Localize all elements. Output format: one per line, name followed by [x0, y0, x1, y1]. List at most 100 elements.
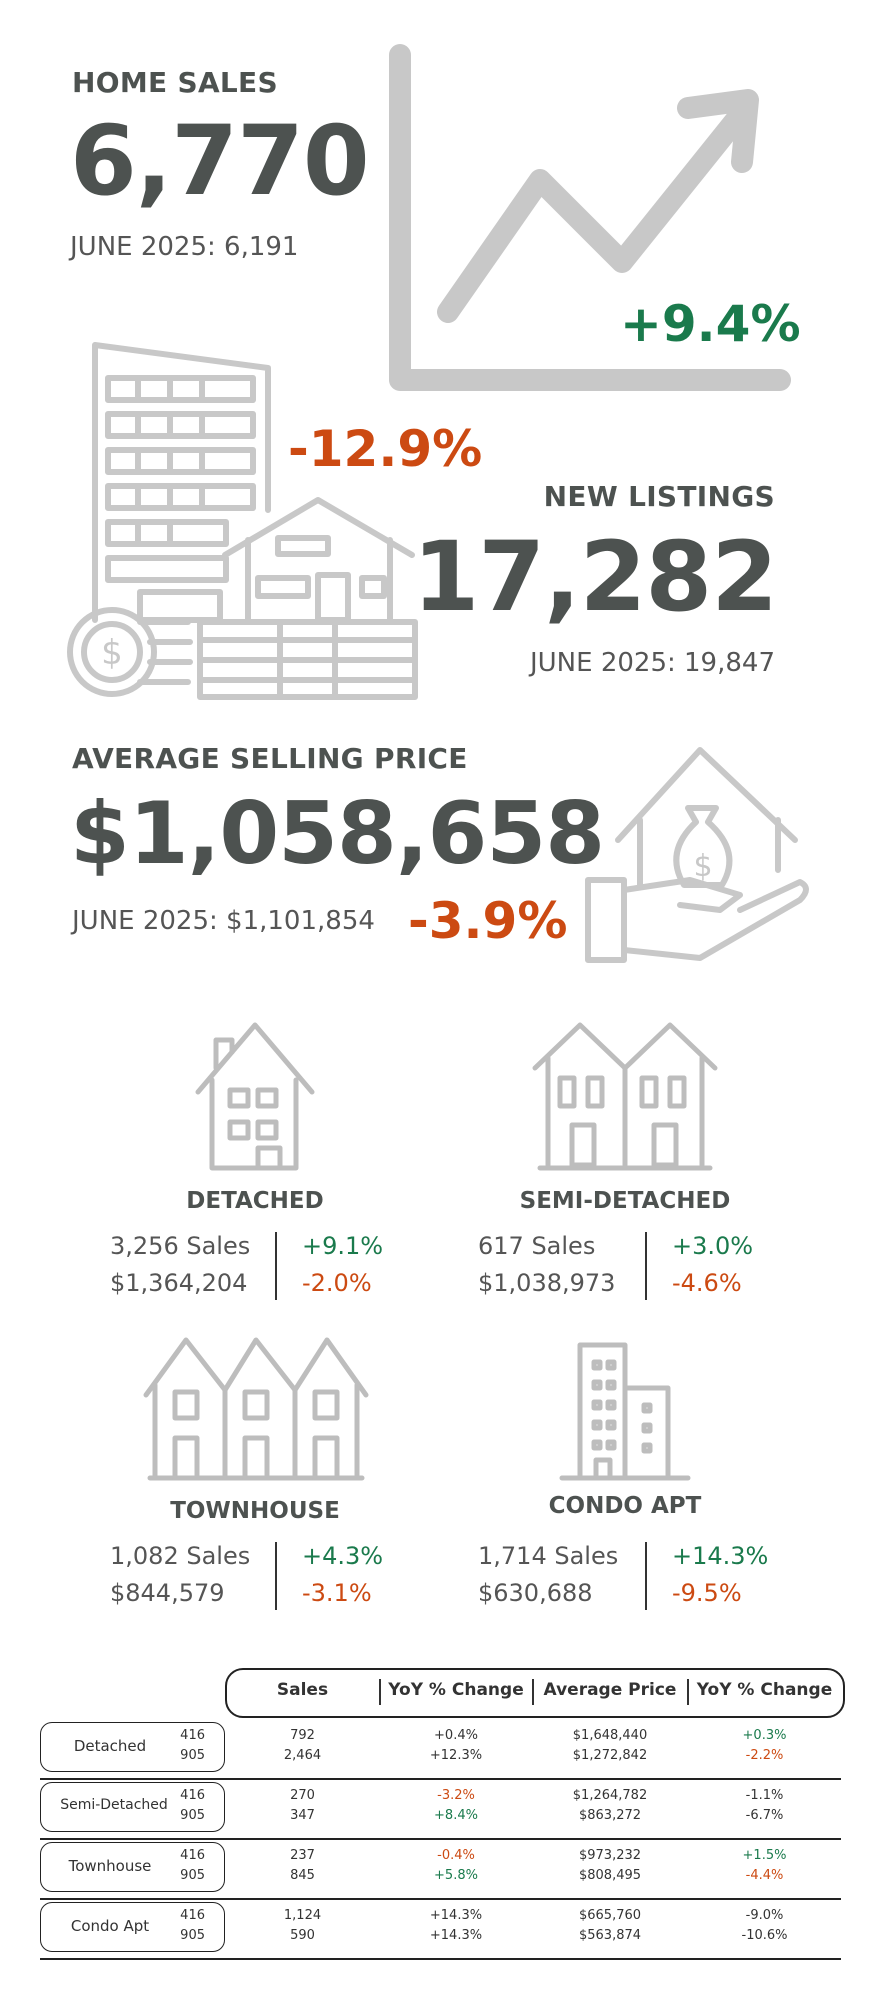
cell-value: -2.2%	[745, 1748, 784, 1763]
cell-avg-price: $1,648,440 $1,272,842	[533, 1726, 687, 1766]
row-type-semi-detached: Semi-Detached	[60, 1797, 168, 1813]
cell-sales-yoy: +0.4% +12.3%	[380, 1726, 532, 1766]
cell-value: +0.4%	[434, 1728, 478, 1743]
home-sales-previous: JUNE 2025: 6,191	[70, 232, 299, 262]
th-separator	[687, 1679, 689, 1705]
cell-value: -1.1%	[745, 1788, 784, 1803]
semi-detached-house-icon	[532, 1022, 718, 1171]
semi-detached-divider	[645, 1232, 647, 1300]
row-divider	[40, 1778, 841, 1780]
condo-price-change: -9.5%	[672, 1579, 742, 1607]
type-name-semi-detached: SEMI-DETACHED	[519, 1188, 731, 1214]
cell-value: $1,648,440	[572, 1728, 648, 1743]
row-codes: 416 905	[175, 1786, 205, 1826]
cell-sales-yoy: +14.3% +14.3%	[380, 1906, 532, 1946]
cell-value: 237	[290, 1848, 315, 1863]
cell-sales-yoy: -0.4% +5.8%	[380, 1846, 532, 1886]
detached-sales-change: +9.1%	[302, 1232, 384, 1260]
cell-value: +12.3%	[429, 1748, 483, 1763]
cell-value: -0.4%	[437, 1848, 475, 1863]
code-905: 905	[180, 1808, 205, 1823]
avg-price-previous: JUNE 2025: $1,101,854	[72, 906, 375, 936]
type-name-detached: DETACHED	[186, 1188, 324, 1214]
cell-price-yoy: -1.1% -6.7%	[688, 1786, 841, 1826]
code-905: 905	[180, 1928, 205, 1943]
condo-divider	[645, 1542, 647, 1610]
cell-sales-yoy: -3.2% +8.4%	[380, 1786, 532, 1826]
cell-value: 590	[290, 1928, 315, 1943]
table-header	[225, 1668, 845, 1718]
cell-value: $1,272,842	[572, 1748, 648, 1763]
cell-value: -9.0%	[745, 1908, 784, 1923]
new-listings-label: NEW LISTINGS	[543, 480, 775, 513]
cell-value: $808,495	[578, 1868, 642, 1883]
cell-value: -6.7%	[745, 1808, 784, 1823]
row-codes: 416 905	[175, 1846, 205, 1886]
row-type-condo-apt: Condo Apt	[70, 1917, 150, 1935]
cell-value: +1.5%	[742, 1848, 787, 1863]
home-sales-value: 6,770	[70, 105, 370, 217]
detached-house-icon	[195, 1022, 315, 1171]
cell-value: +8.4%	[434, 1808, 478, 1823]
detached-price-change: -2.0%	[302, 1269, 372, 1297]
table-row-label-detached	[40, 1722, 225, 1772]
th-sales-yoy: YoY % Change	[388, 1680, 524, 1700]
table-row-label-townhouse	[40, 1842, 225, 1892]
cell-sales: 792 2,464	[225, 1726, 380, 1766]
semi-detached-sales: 617 Sales	[478, 1232, 596, 1260]
cell-value: -4.4%	[745, 1868, 784, 1883]
cell-avg-price: $665,760 $563,874	[533, 1906, 687, 1946]
cell-value: -10.6%	[741, 1928, 788, 1943]
th-price-yoy: YoY % Change	[696, 1680, 833, 1700]
cell-sales: 1,124 590	[225, 1906, 380, 1946]
cell-value: 270	[290, 1788, 315, 1803]
cell-value: +5.8%	[434, 1868, 478, 1883]
code-416: 416	[180, 1908, 205, 1923]
townhouse-sales-change: +4.3%	[302, 1542, 384, 1570]
new-listings-value: 17,282	[412, 521, 778, 633]
townhouse-icon	[143, 1337, 369, 1481]
code-905: 905	[180, 1748, 205, 1763]
cell-avg-price: $1,264,782 $863,272	[533, 1786, 687, 1826]
cell-value: $665,760	[578, 1908, 642, 1923]
cell-value: +0.3%	[742, 1728, 787, 1743]
condo-sales: 1,714 Sales	[478, 1542, 619, 1570]
condo-building-icon	[559, 1342, 691, 1481]
row-type-detached: Detached	[73, 1737, 147, 1755]
type-name-townhouse: TOWNHOUSE	[170, 1498, 340, 1524]
cell-price-yoy: +0.3% -2.2%	[688, 1726, 841, 1766]
th-sales: Sales	[276, 1680, 329, 1700]
code-416: 416	[180, 1788, 205, 1803]
new-listings-change: -12.9%	[288, 420, 483, 478]
th-separator	[532, 1679, 534, 1705]
code-416: 416	[180, 1728, 205, 1743]
home-sales-change: +9.4%	[620, 295, 801, 353]
cell-value: 845	[290, 1868, 315, 1883]
detached-price: $1,364,204	[110, 1269, 248, 1297]
building-house-coins-icon: $	[67, 342, 418, 700]
semi-detached-price-change: -4.6%	[672, 1269, 742, 1297]
detached-divider	[275, 1232, 277, 1300]
cell-avg-price: $973,232 $808,495	[533, 1846, 687, 1886]
cell-price-yoy: +1.5% -4.4%	[688, 1846, 841, 1886]
cell-value: 792	[290, 1728, 315, 1743]
townhouse-price: $844,579	[110, 1579, 225, 1607]
cell-sales: 270 347	[225, 1786, 380, 1826]
semi-detached-sales-change: +3.0%	[672, 1232, 754, 1260]
th-separator	[379, 1679, 381, 1705]
table-row-label-condo-apt	[40, 1902, 225, 1952]
row-divider	[40, 1838, 841, 1840]
detached-sales: 3,256 Sales	[110, 1232, 251, 1260]
cell-value: 1,124	[283, 1908, 322, 1923]
svg-text:$: $	[693, 849, 712, 884]
code-905: 905	[180, 1868, 205, 1883]
row-codes: 416 905	[175, 1906, 205, 1946]
th-avg-price: Average Price	[543, 1680, 677, 1700]
cell-price-yoy: -9.0% -10.6%	[688, 1906, 841, 1946]
cell-value: $563,874	[578, 1928, 642, 1943]
home-sales-label: HOME SALES	[72, 66, 278, 99]
townhouse-price-change: -3.1%	[302, 1579, 372, 1607]
new-listings-previous: JUNE 2025: 19,847	[529, 648, 775, 678]
type-name-condo-apt: CONDO APT	[548, 1493, 702, 1519]
cell-value: 2,464	[283, 1748, 322, 1763]
